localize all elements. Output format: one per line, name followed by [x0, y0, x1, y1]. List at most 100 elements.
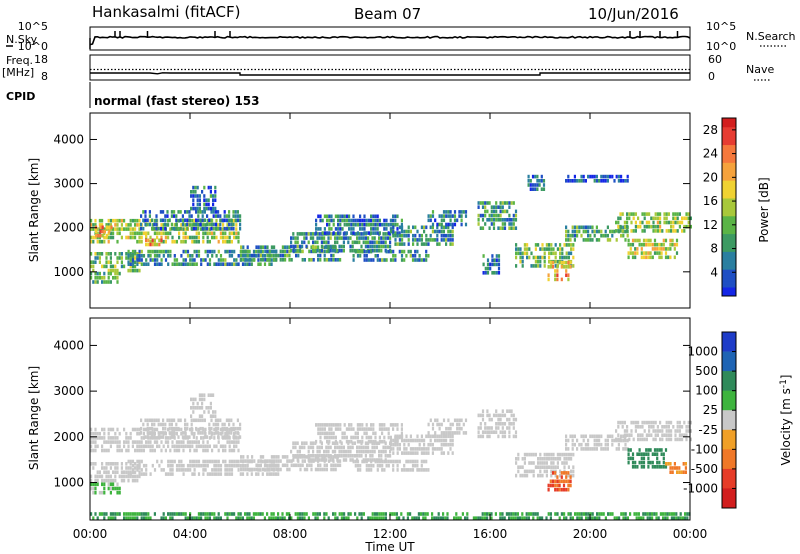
heatmap-cell-4 — [214, 426, 217, 431]
heatmap-cell-5 — [237, 254, 240, 258]
heatmap-cell-16 — [648, 420, 651, 425]
heatmap-cell-19 — [123, 516, 126, 520]
heatmap-cell-12 — [495, 409, 498, 413]
heatmap-cell-0 — [182, 444, 185, 449]
heatmap-cell-18 — [676, 470, 679, 474]
heatmap-cell-9 — [292, 248, 295, 253]
heatmap-cell-6 — [223, 226, 226, 231]
heatmap-cell-7 — [307, 449, 310, 454]
heatmap-cell-19 — [316, 512, 319, 516]
heatmap-cell-12 — [488, 430, 491, 434]
heatmap-cell-0 — [180, 427, 183, 432]
heatmap-cell-9 — [354, 459, 357, 464]
heatmap-cell-10 — [396, 442, 399, 447]
heatmap-cell-19 — [635, 516, 638, 520]
heatmap-cell-7 — [340, 441, 343, 445]
heatmap-cell-11 — [456, 426, 459, 431]
heatmap-cell-8 — [378, 423, 381, 427]
heatmap-cell-8 — [389, 423, 392, 427]
heatmap-cell-13 — [440, 222, 443, 227]
heatmap-cell-20 — [656, 251, 659, 255]
heatmap-cell-8 — [370, 427, 373, 431]
heatmap-cell-17 — [560, 277, 563, 282]
heatmap-cell-19 — [400, 512, 403, 516]
heatmap-cell-10 — [396, 434, 399, 439]
heatmap-cell-6 — [155, 214, 158, 218]
heatmap-cell-0 — [178, 231, 181, 236]
heatmap-cell-0 — [178, 448, 181, 453]
heatmap-cell-8 — [279, 249, 282, 254]
heatmap-cell-19 — [246, 512, 249, 516]
heatmap-cell-4 — [214, 431, 217, 435]
heatmap-cell-19 — [92, 516, 95, 520]
heatmap-cell-10 — [398, 447, 401, 451]
heatmap-cell-3 — [145, 463, 148, 468]
heatmap-cell-7 — [347, 445, 350, 450]
heatmap-cell-4 — [219, 418, 222, 423]
heatmap-cell-19 — [384, 512, 387, 516]
heatmap-cell-17 — [565, 269, 568, 273]
heatmap-cell-18 — [669, 466, 672, 470]
heatmap-cell-4 — [112, 276, 115, 280]
heatmap-cell-8 — [321, 431, 324, 436]
heatmap-cell-19 — [673, 516, 676, 520]
heatmap-cell-5 — [212, 414, 215, 418]
heatmap-cell-11 — [451, 422, 454, 427]
heatmap-cell-3 — [94, 260, 97, 264]
heatmap-cell-13 — [550, 473, 553, 478]
heatmap-cell-3 — [98, 252, 101, 256]
heatmap-cell-8 — [297, 253, 300, 258]
heatmap-cell-14 — [510, 218, 513, 222]
heatmap-cell-12 — [429, 233, 432, 238]
heatmap-cell-9 — [316, 236, 319, 240]
heatmap-cell-16 — [530, 251, 533, 256]
heatmap-cell-12 — [451, 229, 454, 234]
heatmap-cell-22 — [620, 179, 623, 183]
heatmap-cell-10 — [376, 218, 379, 223]
heatmap-cell-15 — [604, 442, 607, 447]
heatmap-cell-5 — [156, 258, 159, 262]
heatmap-cell-7 — [318, 449, 321, 454]
heatmap-cell-12 — [425, 233, 428, 238]
heatmap-cell-10 — [431, 442, 434, 447]
heatmap-cell-9 — [373, 240, 376, 245]
heatmap-cell-10 — [328, 227, 331, 231]
heatmap-cell-9 — [296, 232, 299, 236]
heatmap-cell-16 — [572, 247, 575, 251]
heatmap-cell-0 — [112, 427, 115, 432]
heatmap-cell-0 — [140, 235, 143, 240]
heatmap-cell-15 — [600, 447, 603, 451]
heatmap-cell-1 — [127, 474, 130, 479]
heatmap-cell-19 — [617, 224, 620, 229]
heatmap-cell-10 — [398, 434, 401, 439]
heatmap-cell-18 — [622, 225, 625, 230]
heatmap-cell-16 — [519, 255, 522, 260]
heatmap-cell-0 — [217, 440, 220, 444]
heatmap-cell-19 — [532, 516, 535, 520]
heatmap-cell-6 — [223, 214, 226, 218]
heatmap-cell-15 — [573, 434, 576, 439]
heatmap-cell-10 — [317, 227, 320, 231]
heatmap-cell-16 — [537, 259, 540, 264]
power-colorbar-cell — [722, 263, 736, 267]
heatmap-cell-0 — [180, 444, 183, 449]
heatmap-cell-19 — [180, 512, 183, 516]
heatmap-cell-5 — [156, 249, 159, 254]
heatmap-cell-0 — [125, 448, 128, 453]
heatmap-cell-4 — [153, 431, 156, 435]
heatmap-cell-7 — [292, 454, 295, 458]
power-colorbar-cell — [722, 284, 736, 288]
heatmap-cell-1 — [103, 478, 106, 483]
heatmap-cell-9 — [294, 244, 297, 249]
heatmap-cell-9 — [361, 459, 364, 464]
heatmap-cell-16 — [689, 437, 692, 442]
heatmap-cell-19 — [171, 512, 174, 516]
heatmap-cell-0 — [112, 436, 115, 440]
heatmap-cell-20 — [645, 255, 648, 260]
heatmap-cell-16 — [665, 420, 668, 425]
heatmap-cell-7 — [364, 449, 367, 454]
heatmap-cell-16 — [515, 247, 518, 251]
heatmap-cell-13 — [532, 473, 535, 478]
heatmap-cell-5 — [212, 410, 215, 414]
